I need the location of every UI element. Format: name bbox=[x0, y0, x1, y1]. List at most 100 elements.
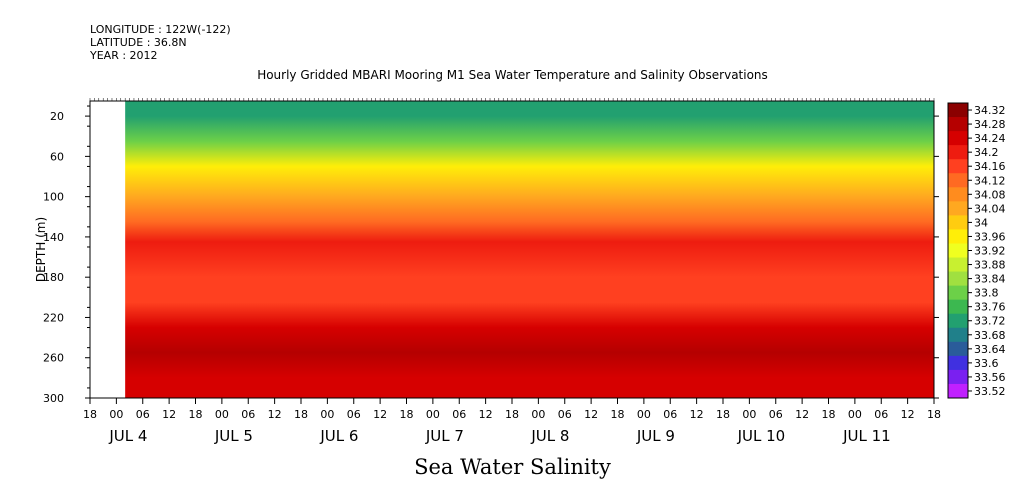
x-hour-label: 00 bbox=[531, 408, 545, 421]
colorbar-label: 34.12 bbox=[974, 174, 1006, 187]
x-hour-label: 18 bbox=[294, 408, 308, 421]
y-axis-title: DEPTH (m) bbox=[34, 217, 48, 282]
colorbar-swatch bbox=[948, 341, 968, 357]
x-hour-label: 18 bbox=[400, 408, 414, 421]
x-hour-label: 12 bbox=[162, 408, 176, 421]
colorbar-swatch bbox=[948, 285, 968, 301]
colorbar-swatch bbox=[948, 383, 968, 399]
x-hour-label: 06 bbox=[663, 408, 677, 421]
x-hour-label: 00 bbox=[742, 408, 756, 421]
colorbar-label: 34.04 bbox=[974, 202, 1006, 215]
x-day-label: JUL 9 bbox=[636, 427, 675, 445]
chart-title: Hourly Gridded MBARI Mooring M1 Sea Wate… bbox=[257, 68, 768, 82]
colorbar-label: 33.72 bbox=[974, 315, 1006, 328]
x-hour-label: 12 bbox=[584, 408, 598, 421]
y-tick-label: 180 bbox=[43, 271, 64, 284]
x-day-label: JUL 10 bbox=[737, 427, 786, 445]
colorbar-label: 34.2 bbox=[974, 146, 999, 159]
colorbar-swatch bbox=[948, 131, 968, 146]
x-hour-label: 00 bbox=[637, 408, 651, 421]
x-hour-label: 18 bbox=[927, 408, 941, 421]
x-hour-label: 06 bbox=[136, 408, 150, 421]
colorbar-label: 33.56 bbox=[974, 371, 1006, 384]
colorbar-swatch bbox=[948, 201, 968, 216]
colorbar-label: 33.96 bbox=[974, 230, 1006, 243]
colorbar-swatch bbox=[948, 243, 968, 259]
y-tick-label: 260 bbox=[43, 352, 64, 365]
colorbar-swatch bbox=[948, 369, 968, 385]
colorbar-swatch bbox=[948, 355, 968, 371]
colorbar-swatch bbox=[948, 257, 968, 273]
colorbar-label: 33.68 bbox=[974, 329, 1006, 342]
x-hour-label: 18 bbox=[822, 408, 836, 421]
colorbar-label: 34 bbox=[974, 216, 988, 229]
latitude-label: LATITUDE : 36.8N bbox=[90, 36, 187, 49]
x-axis-title: Sea Water Salinity bbox=[414, 455, 611, 479]
colorbar-swatch bbox=[948, 229, 968, 244]
x-hour-label: 18 bbox=[505, 408, 519, 421]
x-hour-label: 00 bbox=[320, 408, 334, 421]
x-hour-label: 12 bbox=[373, 408, 387, 421]
salinity-field bbox=[125, 101, 934, 398]
colorbar-label: 33.88 bbox=[974, 259, 1006, 272]
x-day-label: JUL 8 bbox=[530, 427, 569, 445]
colorbar-swatch bbox=[948, 313, 968, 329]
y-tick-label: 100 bbox=[43, 191, 64, 204]
x-hour-label: 18 bbox=[611, 408, 625, 421]
y-tick-label: 60 bbox=[50, 150, 64, 163]
colorbar: 34.3234.2834.2434.234.1634.1234.0834.043… bbox=[947, 102, 1006, 399]
colorbar-swatch bbox=[948, 327, 968, 343]
y-tick-label: 140 bbox=[43, 231, 64, 244]
colorbar-swatch bbox=[948, 159, 968, 174]
x-hour-label: 00 bbox=[426, 408, 440, 421]
x-hour-label: 18 bbox=[83, 408, 97, 421]
x-hour-label: 00 bbox=[848, 408, 862, 421]
colorbar-label: 33.6 bbox=[974, 357, 999, 370]
colorbar-swatch bbox=[948, 215, 968, 230]
x-day-label: JUL 11 bbox=[842, 427, 891, 445]
x-day-label: JUL 6 bbox=[319, 427, 358, 445]
year-label: YEAR : 2012 bbox=[90, 49, 158, 62]
x-hour-label: 06 bbox=[874, 408, 888, 421]
colorbar-swatch bbox=[948, 271, 968, 287]
colorbar-label: 33.52 bbox=[974, 385, 1006, 398]
x-hour-label: 06 bbox=[347, 408, 361, 421]
x-day-label: JUL 7 bbox=[425, 427, 464, 445]
colorbar-label: 34.24 bbox=[974, 132, 1006, 145]
x-hour-label: 12 bbox=[690, 408, 704, 421]
colorbar-label: 33.84 bbox=[974, 273, 1006, 286]
colorbar-label: 33.8 bbox=[974, 287, 999, 300]
x-hour-label: 12 bbox=[901, 408, 915, 421]
x-hour-label: 18 bbox=[716, 408, 730, 421]
x-day-label: JUL 5 bbox=[214, 427, 253, 445]
colorbar-swatch bbox=[948, 103, 968, 118]
x-hour-label: 12 bbox=[479, 408, 493, 421]
x-hour-label: 00 bbox=[109, 408, 123, 421]
y-tick-label: 220 bbox=[43, 311, 64, 324]
colorbar-swatch bbox=[948, 187, 968, 202]
x-hour-label: 00 bbox=[215, 408, 229, 421]
axes: 20 60 100 140 180 220 260 300 DEPTH (m) 18 00 06 12 1… bbox=[34, 98, 941, 445]
colorbar-label: 34.08 bbox=[974, 188, 1006, 201]
x-hour-label: 12 bbox=[268, 408, 282, 421]
x-hour-label: 06 bbox=[769, 408, 783, 421]
x-hour-label: 12 bbox=[795, 408, 809, 421]
colorbar-label: 33.64 bbox=[974, 343, 1006, 356]
colorbar-swatch bbox=[948, 117, 968, 132]
colorbar-label: 34.32 bbox=[974, 104, 1006, 117]
y-tick-label: 20 bbox=[50, 110, 64, 123]
x-hour-label: 18 bbox=[189, 408, 203, 421]
colorbar-swatch bbox=[948, 145, 968, 160]
x-hour-label: 06 bbox=[452, 408, 466, 421]
colorbar-label: 33.76 bbox=[974, 301, 1006, 314]
colorbar-label: 33.92 bbox=[974, 245, 1006, 258]
x-day-label: JUL 4 bbox=[108, 427, 147, 445]
colorbar-label: 34.16 bbox=[974, 160, 1006, 173]
x-hour-label: 06 bbox=[241, 408, 255, 421]
colorbar-label: 34.28 bbox=[974, 118, 1006, 131]
colorbar-swatch bbox=[948, 173, 968, 188]
y-tick-label: 300 bbox=[43, 392, 64, 405]
longitude-label: LONGITUDE : 122W(-122) bbox=[90, 23, 231, 36]
colorbar-swatch bbox=[948, 299, 968, 315]
